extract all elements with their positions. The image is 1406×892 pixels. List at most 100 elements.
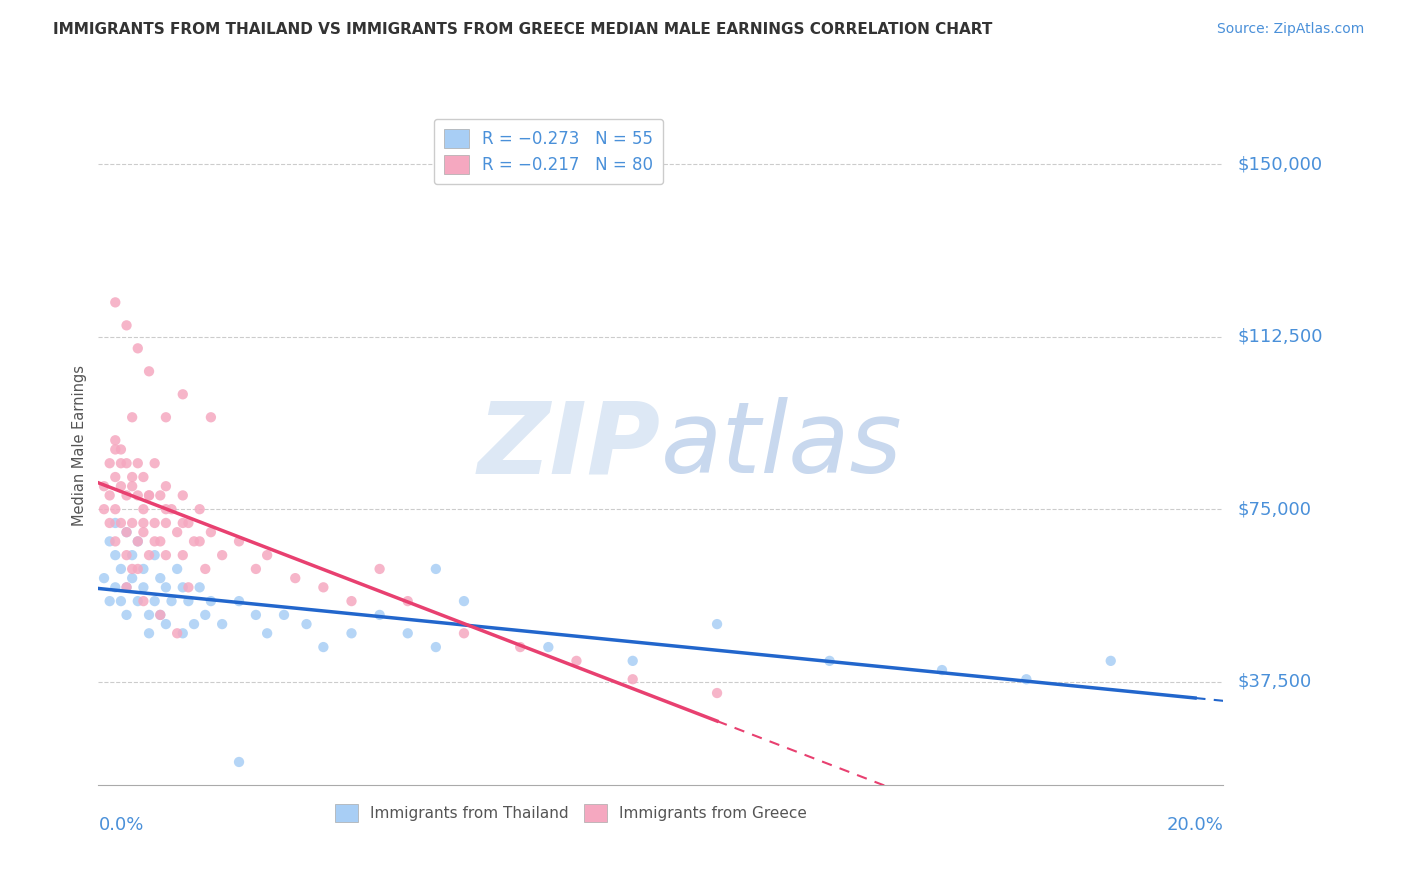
Point bbox=[127, 534, 149, 549]
Text: $75,000: $75,000 bbox=[1237, 500, 1312, 518]
Point bbox=[143, 516, 166, 530]
Point bbox=[931, 663, 953, 677]
Text: IMMIGRANTS FROM THAILAND VS IMMIGRANTS FROM GREECE MEDIAN MALE EARNINGS CORRELAT: IMMIGRANTS FROM THAILAND VS IMMIGRANTS F… bbox=[53, 22, 993, 37]
Point bbox=[132, 516, 155, 530]
Text: 20.0%: 20.0% bbox=[1167, 815, 1223, 833]
Point bbox=[155, 617, 177, 632]
Point bbox=[127, 594, 149, 608]
Point bbox=[211, 617, 233, 632]
Point bbox=[104, 580, 127, 594]
Point bbox=[132, 525, 155, 540]
Point bbox=[132, 470, 155, 484]
Point bbox=[295, 617, 318, 632]
Point bbox=[155, 410, 177, 425]
Point bbox=[256, 626, 278, 640]
Point bbox=[93, 502, 115, 516]
Text: $112,500: $112,500 bbox=[1237, 328, 1323, 346]
Point bbox=[93, 479, 115, 493]
Point bbox=[93, 571, 115, 585]
Point bbox=[155, 580, 177, 594]
Point bbox=[104, 516, 127, 530]
Point bbox=[121, 410, 143, 425]
Point bbox=[155, 548, 177, 562]
Point bbox=[115, 525, 138, 540]
Point bbox=[132, 594, 155, 608]
Point bbox=[104, 442, 127, 457]
Text: 0.0%: 0.0% bbox=[98, 815, 143, 833]
Point bbox=[155, 516, 177, 530]
Point bbox=[110, 456, 132, 470]
Point bbox=[228, 755, 250, 769]
Point bbox=[127, 342, 149, 356]
Point bbox=[104, 534, 127, 549]
Point bbox=[340, 626, 363, 640]
Point bbox=[132, 562, 155, 576]
Point bbox=[121, 516, 143, 530]
Point bbox=[104, 502, 127, 516]
Point bbox=[1099, 654, 1122, 668]
Point bbox=[110, 562, 132, 576]
Point bbox=[127, 456, 149, 470]
Point bbox=[115, 488, 138, 502]
Point bbox=[172, 488, 194, 502]
Point bbox=[110, 516, 132, 530]
Point bbox=[188, 534, 211, 549]
Point bbox=[188, 580, 211, 594]
Point bbox=[706, 617, 728, 632]
Point bbox=[98, 594, 121, 608]
Point bbox=[425, 562, 447, 576]
Point bbox=[200, 525, 222, 540]
Text: ZIP: ZIP bbox=[478, 398, 661, 494]
Point bbox=[115, 607, 138, 622]
Point bbox=[115, 318, 138, 333]
Point bbox=[425, 640, 447, 654]
Point bbox=[138, 548, 160, 562]
Point bbox=[396, 626, 419, 640]
Point bbox=[166, 626, 188, 640]
Point bbox=[177, 516, 200, 530]
Point bbox=[115, 580, 138, 594]
Point bbox=[121, 548, 143, 562]
Point bbox=[312, 580, 335, 594]
Point bbox=[340, 594, 363, 608]
Point bbox=[453, 626, 475, 640]
Point bbox=[166, 562, 188, 576]
Point bbox=[127, 562, 149, 576]
Point bbox=[621, 672, 644, 686]
Point bbox=[110, 479, 132, 493]
Point bbox=[621, 654, 644, 668]
Point bbox=[149, 571, 172, 585]
Point bbox=[194, 562, 217, 576]
Point bbox=[149, 488, 172, 502]
Point bbox=[172, 516, 194, 530]
Point bbox=[104, 295, 127, 310]
Point bbox=[98, 516, 121, 530]
Point bbox=[273, 607, 295, 622]
Point bbox=[245, 562, 267, 576]
Point bbox=[228, 534, 250, 549]
Point bbox=[115, 456, 138, 470]
Point bbox=[138, 626, 160, 640]
Point bbox=[565, 654, 588, 668]
Point bbox=[368, 607, 391, 622]
Point bbox=[160, 502, 183, 516]
Point bbox=[172, 387, 194, 401]
Legend: Immigrants from Thailand, Immigrants from Greece: Immigrants from Thailand, Immigrants fro… bbox=[329, 798, 813, 828]
Point bbox=[172, 626, 194, 640]
Point bbox=[127, 534, 149, 549]
Point bbox=[453, 594, 475, 608]
Point bbox=[396, 594, 419, 608]
Y-axis label: Median Male Earnings: Median Male Earnings bbox=[72, 366, 87, 526]
Point bbox=[537, 640, 560, 654]
Point bbox=[183, 617, 205, 632]
Point bbox=[706, 686, 728, 700]
Text: $150,000: $150,000 bbox=[1237, 155, 1322, 173]
Point bbox=[149, 607, 172, 622]
Point bbox=[166, 525, 188, 540]
Point bbox=[110, 442, 132, 457]
Point bbox=[110, 594, 132, 608]
Point bbox=[149, 607, 172, 622]
Point bbox=[132, 580, 155, 594]
Point bbox=[200, 594, 222, 608]
Point bbox=[115, 525, 138, 540]
